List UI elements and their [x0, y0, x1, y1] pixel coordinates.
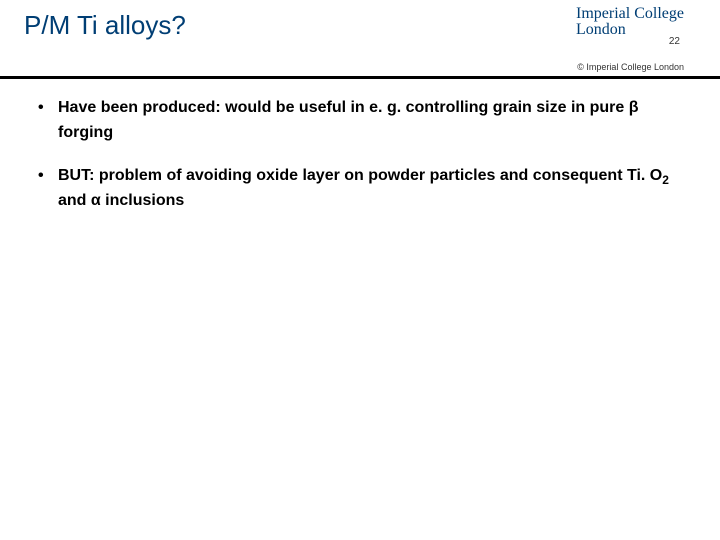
slide-title: P/M Ti alloys? [24, 10, 186, 41]
logo-line-2: London [576, 22, 684, 38]
bullet-marker-icon: • [38, 96, 58, 146]
slide-header: P/M Ti alloys? Imperial College London 2… [0, 0, 720, 60]
logo-line-1: Imperial College [576, 6, 684, 22]
slide-body: • Have been produced: would be useful in… [38, 96, 690, 232]
copyright-text: © Imperial College London [577, 62, 684, 72]
page-number: 22 [669, 36, 680, 47]
bullet-text: Have been produced: would be useful in e… [58, 96, 690, 146]
header-divider [0, 76, 720, 79]
bullet-text: BUT: problem of avoiding oxide layer on … [58, 164, 690, 215]
bullet-item: • Have been produced: would be useful in… [38, 96, 690, 146]
institution-logo: Imperial College London [576, 6, 684, 38]
bullet-marker-icon: • [38, 164, 58, 215]
bullet-item: • BUT: problem of avoiding oxide layer o… [38, 164, 690, 215]
